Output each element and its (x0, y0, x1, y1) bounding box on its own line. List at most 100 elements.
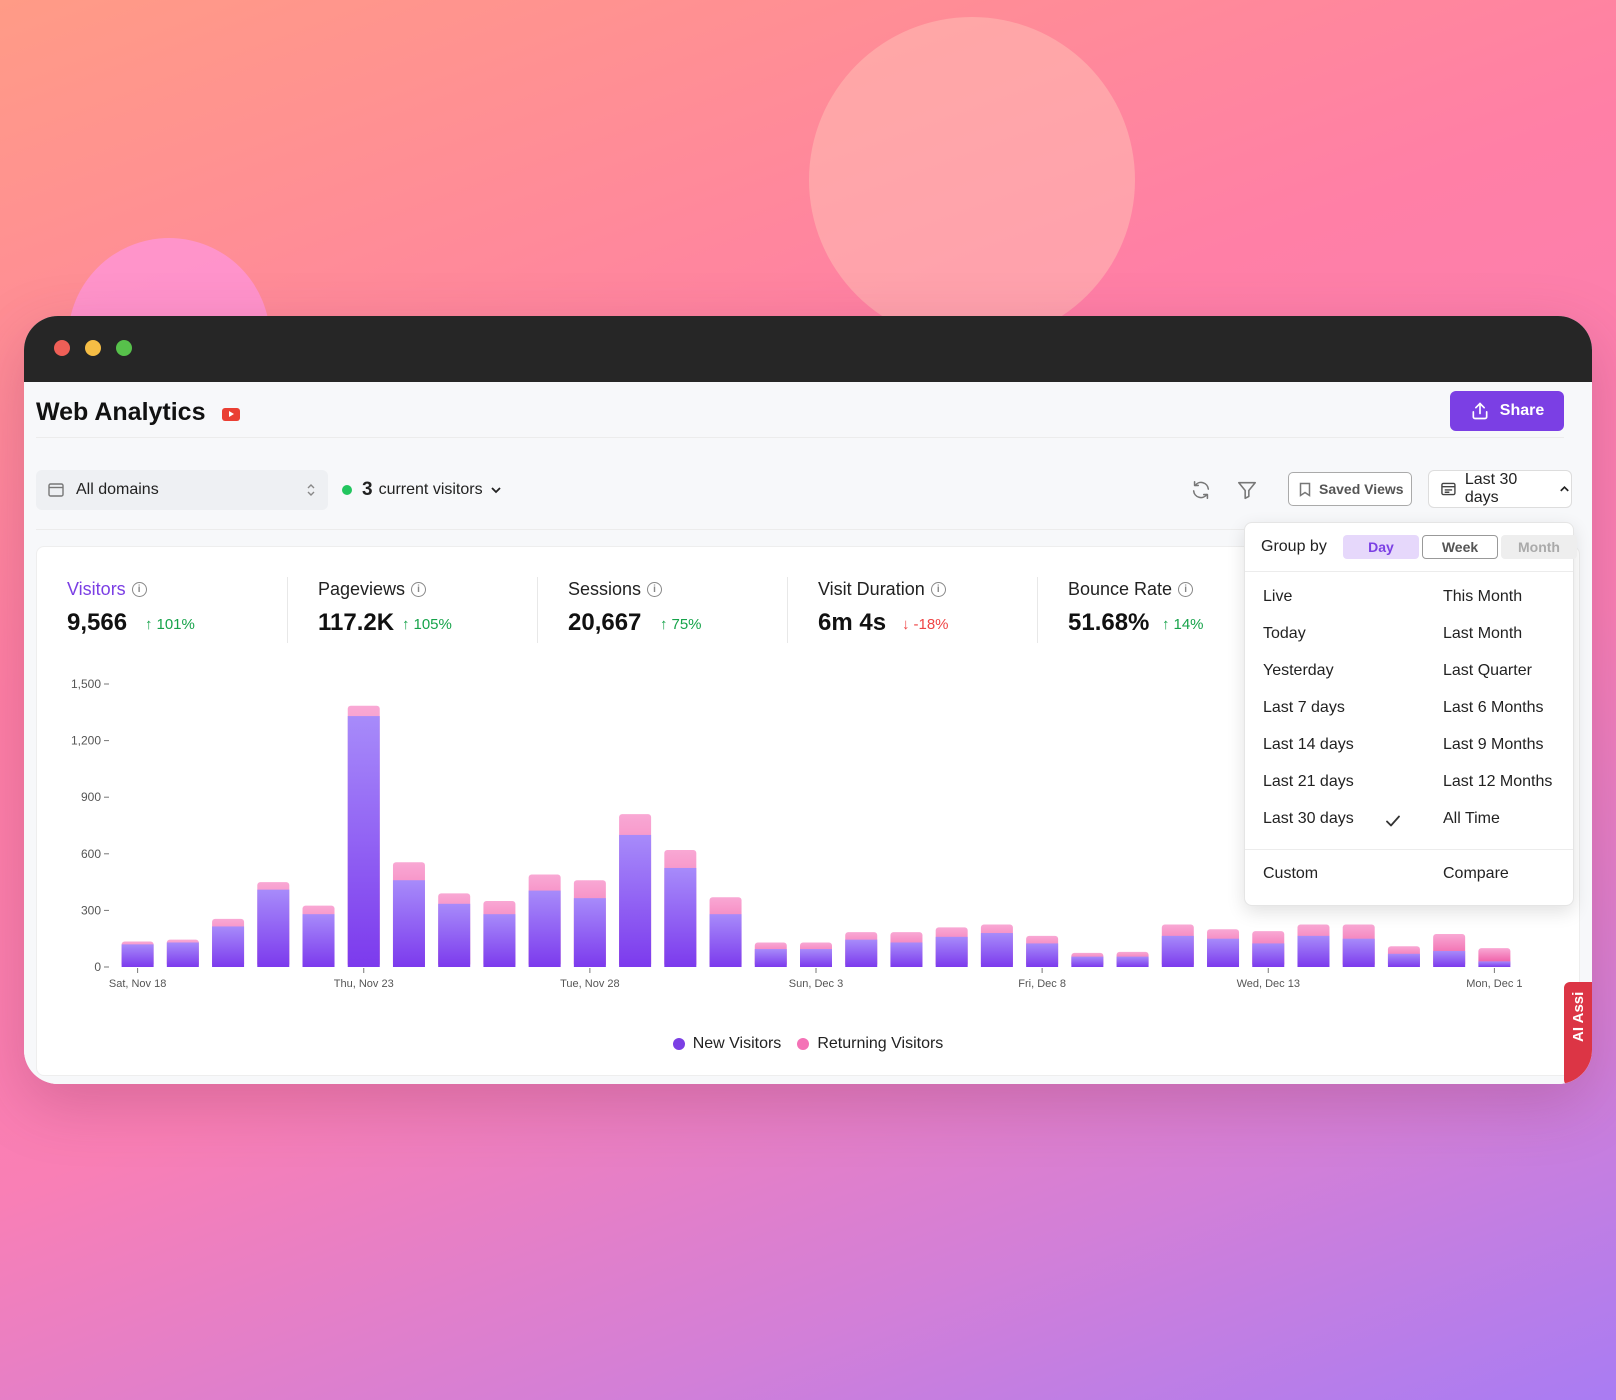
metric-label: Visitors (67, 579, 126, 599)
ai-assistant-label: AI Assi (1570, 991, 1587, 1042)
divider (1245, 571, 1573, 572)
x-tick-label: Sat, Nov 18 (109, 978, 166, 990)
divider (1245, 849, 1573, 850)
chevron-down-icon (490, 487, 501, 494)
bar-new-visitors (709, 914, 742, 967)
bar-new-visitors (166, 942, 199, 967)
group-by-month-button[interactable]: Month (1501, 535, 1577, 559)
domain-select-label: All domains (76, 481, 159, 498)
x-tick-label: Thu, Nov 23 (334, 978, 394, 990)
upload-icon (1472, 402, 1488, 420)
current-visitors-dropdown[interactable]: 3 current visitors (342, 470, 503, 510)
arrow-up-icon: ↑ (660, 616, 668, 633)
metric-visit-duration[interactable]: Visit Duration i 6m 4s ↓ -18% (787, 577, 1029, 643)
metric-change: -18% (913, 616, 949, 633)
domain-select[interactable]: All domains (36, 470, 328, 510)
maximize-window-button[interactable] (116, 340, 132, 356)
info-icon[interactable]: i (647, 582, 663, 597)
compare-option[interactable]: Compare (1443, 865, 1509, 882)
range-option-yesterday[interactable]: Yesterday (1263, 662, 1334, 679)
metric-bounce-rate[interactable]: Bounce Rate i 51.68% ↑ 14% (1037, 577, 1279, 643)
arrow-up-icon: ↑ (145, 616, 153, 633)
range-option-all-time[interactable]: All Time (1443, 810, 1500, 827)
y-tick-label: 1,500 (71, 677, 101, 691)
metric-change: 75% (671, 616, 702, 633)
metric-pageviews[interactable]: Pageviews i 117.2K ↑ 105% (287, 577, 529, 643)
metric-label: Pageviews (318, 579, 406, 599)
window-icon (48, 483, 64, 497)
bar-new-visitors (664, 867, 697, 967)
metric-label: Visit Duration (818, 579, 925, 599)
y-tick-label: 300 (81, 903, 101, 917)
legend-label: Returning Visitors (817, 1035, 944, 1052)
bar-new-visitors (302, 914, 335, 967)
live-status-dot (342, 485, 352, 495)
bar-new-visitors (1342, 938, 1375, 967)
range-option-live[interactable]: Live (1263, 588, 1293, 605)
x-tick-label: Wed, Dec 13 (1237, 978, 1300, 990)
checkmark-icon (1386, 815, 1400, 827)
metric-sessions[interactable]: Sessions i 20,667 ↑ 75% (537, 577, 779, 643)
bar-new-visitors (1297, 935, 1330, 967)
arrow-up-icon: ↑ (402, 616, 410, 633)
group-by-label: Group by (1261, 538, 1327, 555)
bar-new-visitors (1387, 953, 1420, 967)
filter-icon[interactable] (1236, 479, 1258, 501)
info-icon[interactable]: i (930, 582, 946, 597)
legend-new-visitors[interactable]: New Visitors (672, 1035, 781, 1053)
metric-value: 9,566 (67, 609, 128, 636)
up-down-chevron-icon (307, 484, 315, 496)
range-option-last-quarter[interactable]: Last Quarter (1443, 662, 1532, 679)
ai-assistant-tab[interactable]: AI Assi (1564, 982, 1592, 1084)
info-icon[interactable]: i (411, 582, 427, 597)
bar-new-visitors (980, 933, 1013, 967)
saved-views-button[interactable]: Saved Views (1288, 472, 1412, 506)
bar-new-visitors (1478, 961, 1511, 967)
y-tick-label: 600 (81, 847, 101, 861)
bar-new-visitors (483, 914, 516, 967)
info-icon[interactable]: i (1178, 582, 1194, 597)
range-option-last-9-months[interactable]: Last 9 Months (1443, 736, 1544, 753)
range-option-last-30-days[interactable]: Last 30 days (1263, 810, 1354, 827)
share-button-label: Share (1499, 402, 1545, 419)
metric-value: 117.2K (318, 609, 395, 636)
legend-dot-icon (797, 1038, 810, 1050)
info-icon[interactable]: i (131, 582, 147, 597)
bar-new-visitors (212, 926, 245, 967)
legend-returning-visitors[interactable]: Returning Visitors (797, 1035, 943, 1053)
refresh-icon[interactable] (1190, 479, 1212, 501)
range-option-last-12-months[interactable]: Last 12 Months (1443, 773, 1553, 790)
date-range-button[interactable]: Last 30 days (1428, 470, 1572, 508)
bookmark-icon (1299, 482, 1311, 497)
chevron-up-icon (1560, 485, 1569, 492)
page-header: Web Analytics Share (36, 382, 1564, 438)
close-window-button[interactable] (54, 340, 70, 356)
metric-change: 14% (1173, 616, 1204, 633)
visitors-bar-chart: 0 300 600 900 1,200 1,500 Sat, Nov 18 Thu, Nov … (71, 677, 1523, 990)
range-option-last-month[interactable]: Last Month (1443, 625, 1523, 642)
y-tick-label: 0 (94, 960, 101, 974)
metric-change: 105% (413, 616, 452, 633)
group-by-day-button[interactable]: Day (1343, 535, 1419, 559)
youtube-icon[interactable] (222, 408, 240, 421)
x-tick-label: Tue, Nov 28 (560, 978, 620, 990)
group-by-week-button[interactable]: Week (1422, 535, 1498, 559)
range-option-last-14-days[interactable]: Last 14 days (1263, 736, 1354, 753)
metric-visitors[interactable]: Visitors i 9,566 ↑ 101% (37, 577, 279, 643)
bar-new-visitors (1071, 956, 1104, 967)
custom-range-option[interactable]: Custom (1263, 865, 1319, 882)
range-option-today[interactable]: Today (1263, 625, 1306, 642)
minimize-window-button[interactable] (85, 340, 101, 356)
range-option-last-21-days[interactable]: Last 21 days (1263, 773, 1354, 790)
window-titlebar (24, 316, 1592, 382)
bar-new-visitors (754, 949, 787, 967)
range-option-last-6-months[interactable]: Last 6 Months (1443, 699, 1544, 716)
bar-new-visitors (257, 889, 290, 967)
page-title: Web Analytics (36, 398, 206, 426)
bar-new-visitors (619, 834, 652, 967)
share-button[interactable]: Share (1450, 391, 1564, 431)
range-option-last-7-days[interactable]: Last 7 days (1263, 699, 1345, 716)
legend-dot-icon (672, 1038, 685, 1050)
bar-new-visitors (1026, 943, 1059, 967)
range-option-this-month[interactable]: This Month (1443, 588, 1523, 605)
